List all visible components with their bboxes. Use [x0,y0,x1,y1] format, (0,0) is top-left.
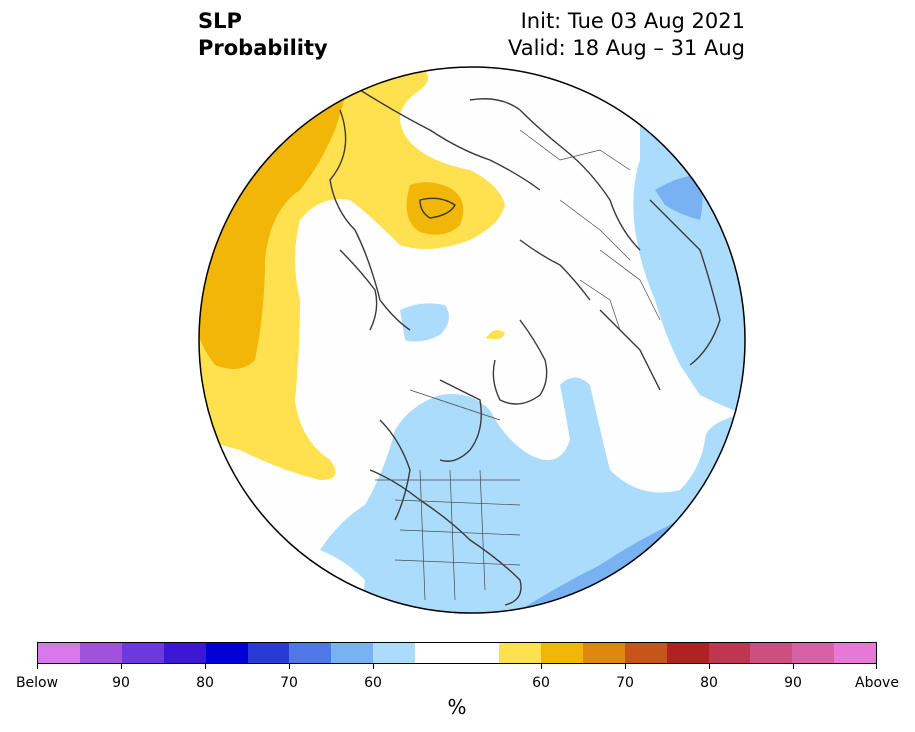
colorbar-segment [289,643,332,663]
colorbar-segment [247,643,290,663]
region-scandinavia-below-60 [655,175,703,220]
colorbar-segment [582,643,625,663]
colorbar-segment [331,643,374,663]
title-product: Probability [198,36,328,60]
colorbar-tick [205,664,206,669]
political-borders [375,129,661,601]
colorbar-tick [793,664,794,669]
title-left: SLP Probability [198,8,328,62]
title-right: Init: Tue 03 Aug 2021 Valid: 18 Aug – 31… [508,8,745,62]
colorbar-segment [666,643,709,663]
colorbar-ticks [37,664,877,670]
colorbar-segment [121,643,164,663]
colorbar-tick-label: 80 [196,675,214,691]
colorbar-segment [540,643,583,663]
colorbar-segment [205,643,248,663]
colorbar-segment [457,643,499,663]
colorbar-segment [415,643,458,663]
colorbar-segment [624,643,667,663]
colorbar-tick-label: 70 [616,675,634,691]
colorbar-tick-label: 90 [112,675,130,691]
colorbar-segment [498,643,541,663]
colorbar-tick-label: 60 [532,675,550,691]
valid-range: Valid: 18 Aug – 31 Aug [507,36,745,60]
map-boundary [198,66,746,614]
colorbar-segment [373,643,416,663]
colorbar-tick-label: 80 [700,675,718,691]
colorbar-segment [38,643,80,663]
coastlines [329,89,721,606]
colorbar-tick-label: 70 [280,675,298,691]
region-above-small [486,329,505,340]
colorbar-tick [289,664,290,669]
region-namerica-below-55 [400,303,449,342]
colorbar-segment [163,643,206,663]
colorbar-segment [79,643,122,663]
colorbar-segment [792,643,835,663]
colorbar-segment [750,643,793,663]
colorbar-tick [121,664,122,669]
region-siberia-above-60 [406,182,464,235]
polar-map [198,66,746,614]
colorbar-tick-label: Above [855,675,899,691]
colorbar-tick-label: 60 [364,675,382,691]
title-variable: SLP [198,9,242,33]
colorbar-segment [834,643,877,663]
colorbar-tick-label: Below [15,675,59,691]
colorbar-tick [625,664,626,669]
colorbar-tick [876,664,877,669]
colorbar-unit-label: % [447,695,467,719]
colorbar-tick [37,664,38,669]
init-date: Init: Tue 03 Aug 2021 [520,9,745,33]
colorbar-segment [708,643,751,663]
colorbar [37,642,877,664]
colorbar-tick [373,664,374,669]
colorbar-tick [709,664,710,669]
colorbar-tick-label: 90 [784,675,802,691]
colorbar-tick [541,664,542,669]
